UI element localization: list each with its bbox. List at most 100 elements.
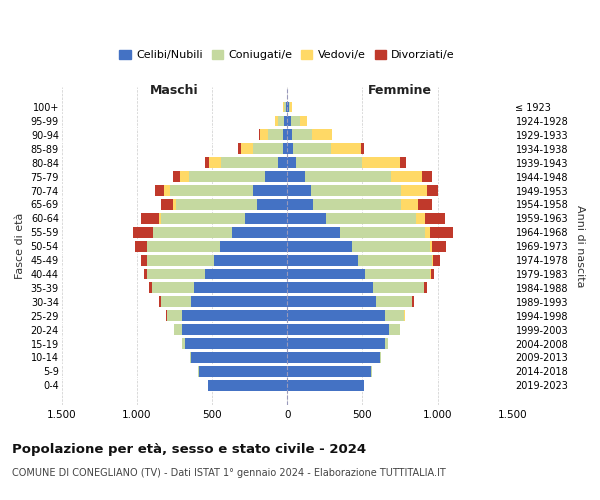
Bar <box>148 240 220 252</box>
Bar <box>401 185 427 196</box>
Bar <box>287 296 376 307</box>
Bar <box>284 116 287 126</box>
Bar <box>361 144 364 154</box>
Bar <box>385 338 388 349</box>
Bar <box>135 240 147 252</box>
Bar <box>278 158 287 168</box>
Bar <box>199 366 287 377</box>
Bar <box>287 310 385 321</box>
Y-axis label: Anni di nascita: Anni di nascita <box>575 205 585 288</box>
Bar <box>287 324 389 335</box>
Bar <box>161 296 191 307</box>
Bar <box>191 296 287 307</box>
Bar <box>331 144 361 154</box>
Bar <box>373 282 424 294</box>
Bar <box>181 171 190 182</box>
Bar <box>287 185 311 196</box>
Bar <box>289 102 290 112</box>
Bar <box>287 144 293 154</box>
Bar <box>389 324 400 335</box>
Bar <box>290 102 292 112</box>
Bar <box>265 171 287 182</box>
Bar <box>253 144 283 154</box>
Bar <box>365 268 430 280</box>
Legend: Celibi/Nubili, Coniugati/e, Vedovi/e, Divorziati/e: Celibi/Nubili, Coniugati/e, Vedovi/e, Di… <box>115 45 460 64</box>
Bar <box>260 130 268 140</box>
Bar <box>401 199 418 210</box>
Bar <box>296 158 362 168</box>
Bar <box>148 254 214 266</box>
Bar <box>241 144 253 154</box>
Bar <box>380 352 381 363</box>
Bar <box>286 102 287 112</box>
Bar <box>287 380 364 390</box>
Bar <box>352 240 430 252</box>
Bar <box>194 282 287 294</box>
Bar <box>287 282 373 294</box>
Bar <box>340 227 425 237</box>
Bar <box>152 282 194 294</box>
Bar <box>385 310 404 321</box>
Text: Popolazione per età, sesso e stato civile - 2024: Popolazione per età, sesso e stato civil… <box>12 442 366 456</box>
Bar <box>283 144 287 154</box>
Bar <box>422 171 431 182</box>
Bar <box>232 227 287 237</box>
Bar <box>190 352 191 363</box>
Bar <box>287 116 291 126</box>
Bar <box>292 130 312 140</box>
Bar <box>376 296 412 307</box>
Bar <box>160 213 161 224</box>
Bar <box>166 310 167 321</box>
Bar <box>144 268 147 280</box>
Bar <box>283 130 287 140</box>
Bar <box>404 310 406 321</box>
Bar <box>287 268 365 280</box>
Bar <box>283 102 284 112</box>
Bar <box>427 185 437 196</box>
Bar <box>268 130 283 140</box>
Bar <box>284 102 286 112</box>
Bar <box>287 227 340 237</box>
Bar <box>259 130 260 140</box>
Text: Maschi: Maschi <box>150 84 199 98</box>
Bar <box>287 366 371 377</box>
Bar <box>133 227 152 237</box>
Bar <box>425 213 445 224</box>
Bar <box>311 185 401 196</box>
Bar <box>433 254 440 266</box>
Bar <box>287 338 385 349</box>
Bar <box>278 116 284 126</box>
Bar <box>358 254 431 266</box>
Bar <box>287 199 313 210</box>
Bar <box>205 268 287 280</box>
Bar <box>245 213 287 224</box>
Text: Femmine: Femmine <box>368 84 432 98</box>
Bar <box>287 171 305 182</box>
Bar <box>326 213 416 224</box>
Bar <box>287 240 352 252</box>
Bar <box>431 254 433 266</box>
Bar <box>154 227 232 237</box>
Bar <box>430 268 431 280</box>
Bar <box>313 199 401 210</box>
Text: COMUNE DI CONEGLIANO (TV) - Dati ISTAT 1° gennaio 2024 - Elaborazione TUTTITALIA: COMUNE DI CONEGLIANO (TV) - Dati ISTAT 1… <box>12 468 446 477</box>
Bar <box>424 282 427 294</box>
Bar <box>253 185 287 196</box>
Bar <box>173 199 176 210</box>
Bar <box>432 240 446 252</box>
Bar <box>287 102 289 112</box>
Bar <box>416 213 425 224</box>
Bar <box>291 116 300 126</box>
Bar <box>257 199 287 210</box>
Bar <box>275 116 278 126</box>
Bar <box>142 213 160 224</box>
Bar <box>293 144 331 154</box>
Bar <box>208 380 287 390</box>
Bar <box>159 296 161 307</box>
Bar <box>430 227 452 237</box>
Bar <box>400 158 406 168</box>
Bar <box>412 296 414 307</box>
Bar <box>238 144 241 154</box>
Bar <box>176 199 257 210</box>
Bar <box>221 158 278 168</box>
